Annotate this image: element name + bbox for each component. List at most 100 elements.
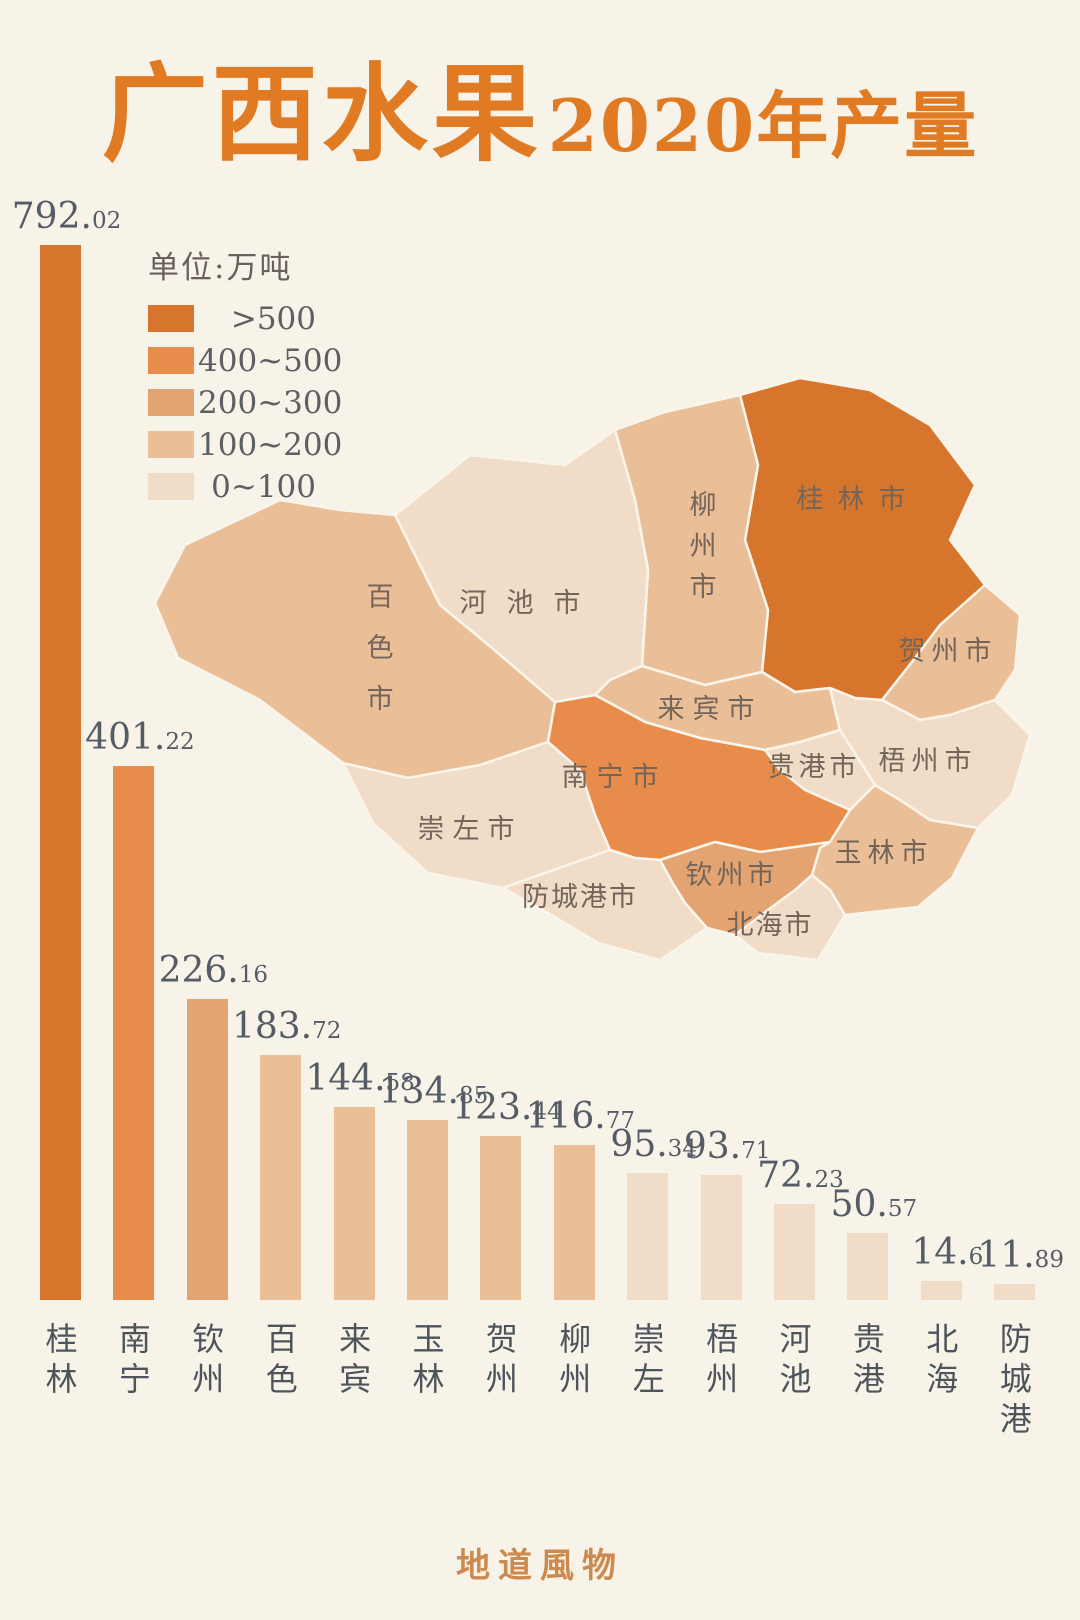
map-label-hezhou: 贺州市 (899, 636, 998, 667)
value-decimals: 71 (741, 1138, 771, 1164)
value-decimals: 34 (667, 1136, 697, 1162)
bar-value-label: 226.16 (159, 953, 268, 989)
value-integer: 116. (525, 1096, 606, 1137)
value-decimals: 02 (91, 208, 122, 234)
bar-category-label: 贵港 (847, 1322, 886, 1402)
bar (994, 1284, 1036, 1300)
map-label-hechi: 河池市 (460, 588, 601, 619)
value-decimals: 72 (312, 1018, 342, 1044)
map-label-wuzhou: 梧州市 (879, 746, 978, 777)
bar-value-label: 72.23 (757, 1158, 844, 1194)
legend-swatch (148, 473, 194, 500)
map-label-baise: 百色市 (362, 582, 393, 735)
bar-category-label: 钦州 (187, 1322, 226, 1402)
value-integer: 792. (11, 196, 92, 237)
value-decimals: 57 (887, 1196, 918, 1222)
bar (480, 1136, 522, 1300)
region-chongzuo (341, 740, 612, 890)
value-decimals: 58 (385, 1070, 415, 1096)
bar-value-label: 401.22 (85, 720, 194, 756)
region-beihai (733, 873, 847, 962)
bar-category-label: 百色 (260, 1322, 299, 1402)
bar (920, 1281, 962, 1300)
bar (186, 999, 228, 1300)
bar (407, 1120, 448, 1300)
bar (260, 1055, 302, 1300)
bar-category-label: 桂林 (40, 1322, 79, 1402)
map-label-yulin: 玉林市 (835, 838, 934, 869)
bar-value-label: 123.44 (452, 1090, 561, 1126)
guangxi-choropleth-map: 桂林市 柳州市 贺州市 河池市 百色市 来宾市 梧州市 贵港市 南宁市 玉林市 … (153, 376, 1032, 962)
bar (774, 1204, 815, 1300)
legend-label: 0~100 (211, 468, 316, 505)
value-decimals: 89 (1034, 1247, 1064, 1273)
value-decimals: 23 (814, 1167, 844, 1193)
bar (627, 1173, 669, 1300)
bar (847, 1233, 889, 1300)
legend-unit-label: 单位:万吨 (148, 250, 293, 286)
map-label-fangchenggang: 防城港市 (522, 882, 638, 913)
legend-label: >500 (230, 300, 316, 337)
value-decimals: 22 (165, 729, 195, 755)
bar-value-label: 134.85 (379, 1074, 488, 1110)
bar-value-label: 11.89 (977, 1238, 1064, 1274)
bar (700, 1175, 742, 1300)
bar (40, 245, 81, 1300)
value-integer: 134. (378, 1071, 459, 1112)
bar-category-label: 柳州 (554, 1322, 593, 1402)
value-integer: 226. (158, 950, 239, 991)
value-integer: 72. (757, 1155, 815, 1196)
page-title: 广西水果 2020年产量 (0, 28, 1080, 182)
bar-category-label: 贺州 (480, 1322, 519, 1402)
value-decimals: 77 (605, 1108, 636, 1134)
value-integer: 183. (231, 1006, 313, 1047)
bar-value-label: 50.57 (831, 1187, 918, 1223)
value-integer: 93. (683, 1126, 742, 1167)
map-label-guilin: 桂林市 (797, 484, 920, 515)
bar-value-label: 183.72 (232, 1009, 341, 1045)
value-decimals: 85 (458, 1083, 489, 1109)
bar (333, 1107, 375, 1300)
value-integer: 11. (977, 1235, 1035, 1276)
bar-value-label: 144.58 (305, 1061, 414, 1097)
value-decimals: 44 (532, 1099, 562, 1125)
region-fangchenggang (501, 848, 709, 962)
map-label-liuzhou: 柳州市 (685, 490, 717, 613)
value-decimals: 6 (968, 1244, 984, 1270)
value-integer: 144. (305, 1058, 386, 1099)
bar-value-label: 93.71 (684, 1129, 771, 1165)
map-label-chongzuo: 崇左市 (418, 814, 523, 845)
legend-row: 0~100 (148, 469, 316, 505)
map-label-laibin: 来宾市 (658, 694, 763, 725)
bar-value-label: 792.02 (12, 199, 121, 235)
footer-brand: 地道風物 (456, 1546, 624, 1586)
value-integer: 95. (610, 1124, 668, 1165)
value-integer: 50. (830, 1184, 888, 1225)
bar-value-label: 14.6 (911, 1235, 983, 1271)
value-decimals: 16 (238, 962, 269, 988)
bar (113, 766, 155, 1300)
value-integer: 123. (452, 1087, 533, 1128)
bar-value-label: 116.77 (526, 1099, 635, 1135)
bar-value-label: 95.34 (610, 1127, 697, 1163)
legend-swatch (148, 347, 194, 374)
legend-swatch (148, 389, 194, 416)
value-integer: 14. (911, 1232, 969, 1273)
map-label-nanning: 南宁市 (562, 762, 667, 793)
bar-category-label: 梧州 (701, 1322, 740, 1402)
value-integer: 401. (85, 717, 166, 758)
title-main: 广西水果 (101, 51, 542, 176)
bar (553, 1145, 595, 1300)
legend-swatch (148, 305, 194, 332)
bar-category-label: 南宁 (113, 1322, 152, 1402)
bar-category-label: 崇左 (627, 1322, 666, 1402)
bar-category-label: 玉林 (407, 1322, 446, 1402)
legend-row: >500 (148, 301, 316, 337)
bar-category-label: 防城港 (994, 1322, 1033, 1442)
map-label-beihai: 北海市 (727, 910, 814, 941)
legend-swatch (148, 431, 194, 458)
bar-category-label: 来宾 (334, 1322, 373, 1402)
bar-category-label: 河池 (774, 1322, 813, 1402)
title-suffix: 2020年产量 (547, 83, 979, 168)
